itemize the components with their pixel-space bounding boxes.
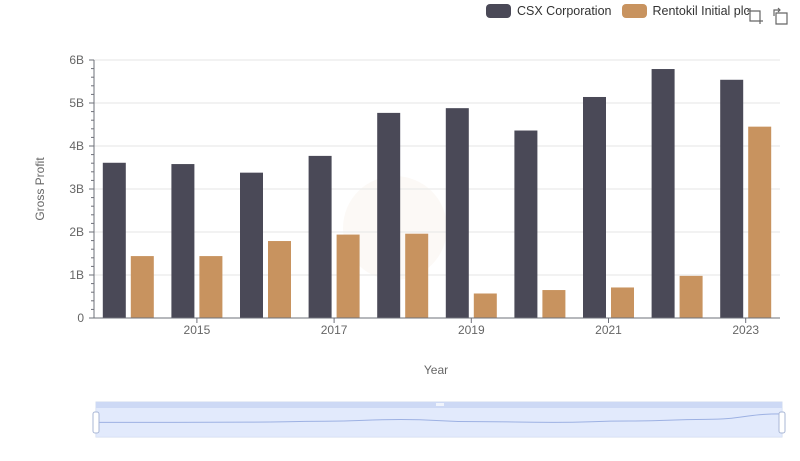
bar-csx-2016[interactable] <box>240 172 263 318</box>
y-axis-label: Gross Profit <box>33 157 47 221</box>
data-zoom-slider[interactable] <box>92 401 786 438</box>
bar-csx-2018[interactable] <box>377 112 401 318</box>
bar-csx-2019[interactable] <box>445 108 469 318</box>
axes <box>93 60 780 323</box>
bar-rentokil-2020[interactable] <box>542 290 566 318</box>
y-tick-label: 3B <box>69 182 84 196</box>
legend-swatch-rentokil <box>621 4 647 18</box>
x-tick-label: 2017 <box>321 323 348 337</box>
zoom-icon[interactable] <box>746 7 764 25</box>
legend-label-rentokil: Rentokil Initial plc <box>652 4 750 18</box>
x-tick-label: 2023 <box>732 323 759 337</box>
bar-csx-2021[interactable] <box>583 96 606 318</box>
zoom-slider-preview-line <box>95 413 783 423</box>
zoom-reset-icon[interactable] <box>772 7 790 25</box>
x-tick-label: 2021 <box>595 323 622 337</box>
bar-rentokil-2019[interactable] <box>473 293 497 318</box>
bars-group <box>102 69 772 319</box>
legend: CSX Corporation Rentokil Initial plc <box>486 4 750 18</box>
y-tick-label: 5B <box>69 96 84 110</box>
legend-swatch-csx <box>486 4 511 18</box>
y-tick-label: 6B <box>69 53 84 67</box>
zoom-slider-left-handle[interactable] <box>92 411 100 434</box>
bar-csx-2023[interactable] <box>720 79 744 318</box>
y-tick-label: 4B <box>69 139 84 153</box>
y-tick-label: 0 <box>77 311 84 325</box>
bar-rentokil-2016[interactable] <box>268 241 291 318</box>
y-tick-label: 1B <box>69 268 84 282</box>
legend-item-rentokil[interactable]: Rentokil Initial plc <box>621 4 750 18</box>
bar-csx-2014[interactable] <box>102 162 126 318</box>
bar-rentokil-2022[interactable] <box>679 275 703 318</box>
bar-rentokil-2014[interactable] <box>130 256 154 318</box>
bar-rentokil-2017[interactable] <box>336 234 360 318</box>
x-axis-label: Year <box>424 363 448 377</box>
bar-rentokil-2021[interactable] <box>611 287 634 318</box>
bar-rentokil-2015[interactable] <box>199 256 223 318</box>
y-tick-labels: 0 1B 2B 3B 4B 5B 6B <box>69 53 84 325</box>
bar-rentokil-2023[interactable] <box>748 126 772 319</box>
bar-csx-2017[interactable] <box>308 155 332 318</box>
bar-rentokil-2018[interactable] <box>405 233 429 318</box>
bar-csx-2015[interactable] <box>171 164 195 318</box>
bar-csx-2022[interactable] <box>651 69 675 318</box>
zoom-slider-right-handle[interactable] <box>778 411 786 434</box>
x-tick-label: 2019 <box>458 323 485 337</box>
bar-csx-2020[interactable] <box>514 130 538 318</box>
toolbox <box>746 7 790 25</box>
x-tick-labels: 2015 2017 2019 2021 2023 <box>184 323 760 337</box>
x-tick-label: 2015 <box>184 323 211 337</box>
zoom-slider-move-handle[interactable] <box>436 403 444 406</box>
legend-item-csx[interactable]: CSX Corporation <box>486 4 612 18</box>
y-tick-label: 2B <box>69 225 84 239</box>
legend-label-csx: CSX Corporation <box>517 4 612 18</box>
